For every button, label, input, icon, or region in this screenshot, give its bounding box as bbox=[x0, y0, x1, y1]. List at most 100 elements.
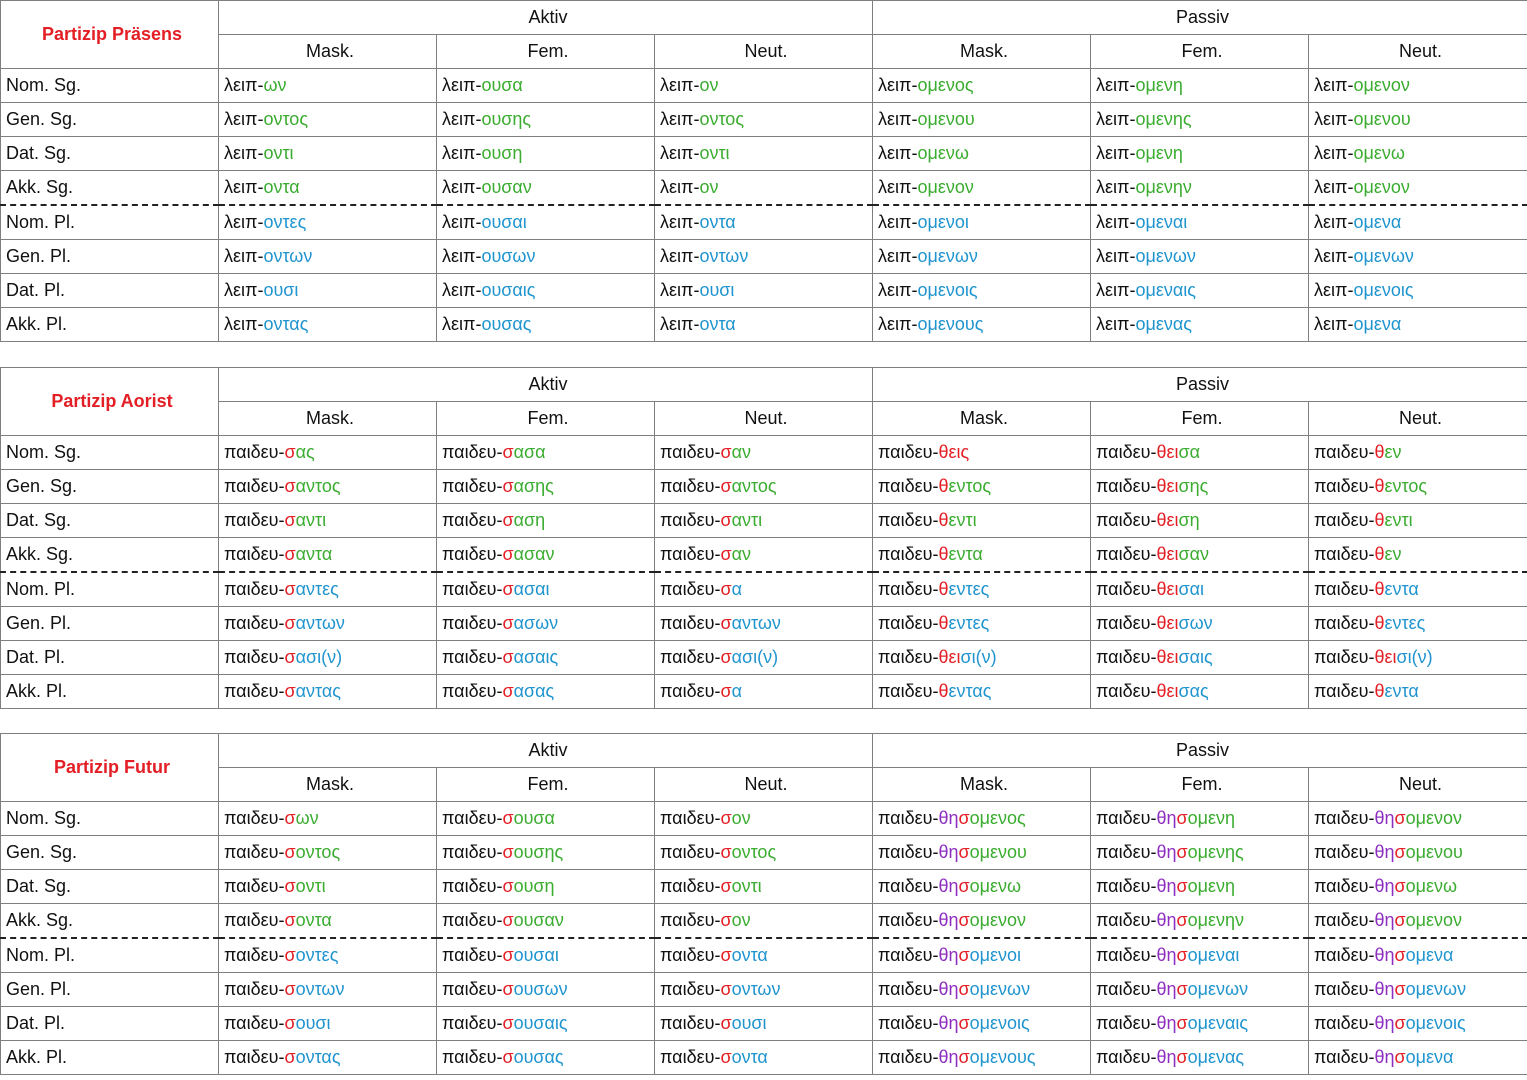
word-ending: θη bbox=[1374, 910, 1395, 930]
word-ending: ομενοι bbox=[917, 212, 969, 232]
word-stem: παιδευ- bbox=[1314, 910, 1375, 930]
word-ending: σ bbox=[284, 910, 296, 930]
word-ending: ομενη bbox=[1187, 808, 1236, 828]
form-cell: παιδευ-σαντι bbox=[653, 503, 874, 538]
word-ending: θη bbox=[1374, 1047, 1395, 1067]
paradigm-table-aorist: Partizip Aorist Aktiv Passiv Mask. Fem. Neut.… bbox=[0, 367, 1527, 709]
form-cell: λειπ-ον bbox=[653, 68, 874, 103]
word-stem: παιδευ- bbox=[1314, 1047, 1375, 1067]
word-stem: παιδευ- bbox=[1314, 510, 1375, 530]
form-cell: λειπ-οντες bbox=[218, 204, 437, 240]
word-stem: λειπ- bbox=[224, 143, 264, 163]
word-stem: παιδευ- bbox=[660, 842, 721, 862]
word-ending: θ bbox=[1156, 647, 1167, 667]
word-ending: θ bbox=[938, 681, 949, 701]
form-cell: λειπ-ουσι bbox=[653, 273, 874, 308]
word-ending: εντα bbox=[948, 544, 983, 564]
table-row: Dat. Sg. παιδευ-σαντι παιδευ-σαση παιδευ-σα… bbox=[0, 503, 1527, 538]
form-cell: παιδευ-σουσας bbox=[436, 1040, 655, 1075]
voice-header-passiv: Passiv bbox=[872, 733, 1527, 768]
word-ending: σ bbox=[1176, 1047, 1188, 1067]
word-stem: παιδευ- bbox=[878, 842, 939, 862]
word-stem: παιδευ- bbox=[442, 842, 503, 862]
word-stem: παιδευ- bbox=[224, 1013, 285, 1033]
word-ending: θη bbox=[1374, 945, 1395, 965]
word-ending: ομενην bbox=[1187, 910, 1245, 930]
word-ending: εν bbox=[1384, 442, 1402, 462]
word-stem: λειπ- bbox=[1096, 177, 1136, 197]
word-stem: παιδευ- bbox=[660, 613, 721, 633]
form-cell: παιδευ-θεισαις bbox=[1090, 640, 1310, 675]
form-cell: παιδευ-θησομενων bbox=[1090, 972, 1310, 1007]
form-cell: παιδευ-σα bbox=[653, 674, 874, 709]
word-ending: ον bbox=[731, 910, 751, 930]
word-ending: ασι(ν) bbox=[295, 647, 343, 667]
word-ending: αντων bbox=[731, 613, 781, 633]
voice-header-aktiv: Aktiv bbox=[217, 733, 874, 768]
case-label: Dat. Sg. bbox=[0, 503, 219, 538]
word-ending: θη bbox=[1156, 1047, 1177, 1067]
voice-header-row: Partizip Präsens Aktiv Passiv bbox=[0, 0, 1527, 69]
word-stem: παιδευ- bbox=[442, 613, 503, 633]
word-ending: ουσης bbox=[481, 109, 532, 129]
word-stem: παιδευ- bbox=[224, 510, 285, 530]
word-stem: λειπ- bbox=[878, 246, 918, 266]
gender-header-row: Mask. Fem. Neut. Mask. Fem. Neut. bbox=[1, 34, 1527, 69]
word-stem: παιδευ- bbox=[660, 681, 721, 701]
word-ending: αν bbox=[731, 442, 751, 462]
word-ending: αντας bbox=[295, 681, 341, 701]
word-stem: παιδευ- bbox=[878, 808, 939, 828]
form-cell: παιδευ-θεντες bbox=[872, 606, 1092, 641]
form-cell: παιδευ-σοντι bbox=[653, 869, 874, 904]
word-stem: παιδευ- bbox=[660, 945, 721, 965]
word-ending: εντες bbox=[948, 579, 990, 599]
word-stem: λειπ- bbox=[1096, 246, 1136, 266]
word-stem: λειπ- bbox=[878, 143, 918, 163]
word-ending: θη bbox=[1156, 979, 1177, 999]
table-row: Dat. Sg. λειπ-οντι λειπ-ουση λειπ-οντι λειπ-… bbox=[0, 136, 1527, 171]
word-ending: ομενα bbox=[1405, 945, 1454, 965]
word-ending: σ bbox=[502, 842, 514, 862]
voice-header-row: Partizip Futur Aktiv Passiv bbox=[0, 733, 1527, 802]
word-stem: λειπ- bbox=[660, 75, 700, 95]
word-stem: λειπ- bbox=[878, 212, 918, 232]
word-ending: ομενος bbox=[969, 808, 1026, 828]
form-cell: παιδευ-θεντα bbox=[872, 537, 1092, 573]
word-stem: παιδευ- bbox=[224, 544, 285, 564]
word-ending: σ bbox=[720, 1047, 732, 1067]
case-label: Dat. Sg. bbox=[0, 136, 219, 171]
word-ending: θη bbox=[938, 876, 959, 896]
word-ending: θη bbox=[1156, 808, 1177, 828]
word-stem: παιδευ- bbox=[1314, 842, 1375, 862]
word-stem: παιδευ- bbox=[442, 1047, 503, 1067]
form-cell: λειπ-ουσαι bbox=[436, 204, 655, 240]
word-ending: σ bbox=[284, 808, 296, 828]
form-cell: λειπ-ομενοις bbox=[872, 273, 1092, 308]
word-stem: παιδευ- bbox=[1096, 544, 1157, 564]
word-ending: σ bbox=[502, 910, 514, 930]
word-stem: παιδευ- bbox=[1096, 681, 1157, 701]
word-ending: ων bbox=[263, 75, 287, 95]
form-cell: παιδευ-σουσι bbox=[653, 1006, 874, 1041]
form-cell: λειπ-οντα bbox=[218, 170, 437, 206]
word-ending: ομενον bbox=[1405, 808, 1463, 828]
word-stem: παιδευ- bbox=[878, 945, 939, 965]
word-stem: λειπ- bbox=[1096, 143, 1136, 163]
gender-header: Mask. bbox=[218, 401, 437, 436]
table-row: Akk. Pl. παιδευ-σαντας παιδευ-σασας παιδευ-… bbox=[0, 674, 1527, 709]
word-ending: σ bbox=[502, 476, 514, 496]
word-stem: λειπ- bbox=[224, 314, 264, 334]
word-ending: σ bbox=[1176, 876, 1188, 896]
word-ending: ομενοις bbox=[1353, 280, 1414, 300]
form-cell: παιδευ-σα bbox=[653, 571, 874, 607]
word-ending: σ bbox=[1176, 910, 1188, 930]
word-ending: σ bbox=[502, 510, 514, 530]
form-cell: λειπ-οντων bbox=[218, 239, 437, 274]
word-stem: λειπ- bbox=[1314, 280, 1354, 300]
word-stem: παιδευ- bbox=[1096, 1013, 1157, 1033]
word-ending: ουσι bbox=[731, 1013, 767, 1033]
case-label: Dat. Pl. bbox=[0, 1006, 219, 1041]
word-stem: παιδευ- bbox=[878, 510, 939, 530]
form-cell: παιδευ-θησομενοις bbox=[872, 1006, 1092, 1041]
word-ending: ουσα bbox=[513, 808, 555, 828]
